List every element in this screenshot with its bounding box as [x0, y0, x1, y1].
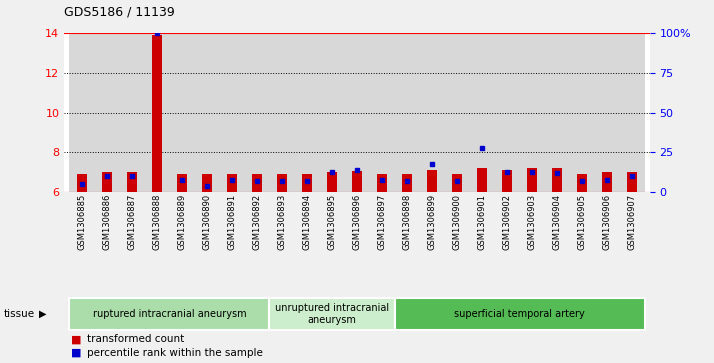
Text: ▶: ▶ — [39, 309, 47, 319]
Bar — [520, 33, 545, 192]
Bar — [502, 171, 512, 192]
Text: superficial temporal artery: superficial temporal artery — [454, 309, 585, 319]
Text: unruptured intracranial
aneurysm: unruptured intracranial aneurysm — [275, 303, 389, 325]
Bar — [627, 172, 637, 192]
Bar — [420, 33, 445, 192]
Bar — [452, 175, 462, 192]
Bar — [169, 33, 194, 192]
Bar — [202, 175, 212, 192]
Bar — [570, 33, 595, 192]
Text: ■: ■ — [71, 348, 82, 358]
Bar — [94, 33, 119, 192]
Bar — [144, 33, 169, 192]
Bar — [244, 33, 269, 192]
Bar — [377, 175, 387, 192]
Bar — [344, 33, 370, 192]
Bar — [302, 175, 312, 192]
Bar — [602, 172, 612, 192]
Text: tissue: tissue — [4, 309, 35, 319]
Bar — [477, 168, 487, 192]
Bar — [119, 33, 144, 192]
Bar — [577, 175, 587, 192]
Text: GDS5186 / 11139: GDS5186 / 11139 — [64, 5, 175, 18]
Bar — [552, 168, 562, 192]
Bar — [545, 33, 570, 192]
Bar — [269, 33, 294, 192]
Bar — [227, 175, 237, 192]
Text: transformed count: transformed count — [87, 334, 184, 344]
Bar — [319, 33, 344, 192]
Bar — [427, 171, 437, 192]
FancyBboxPatch shape — [69, 298, 269, 330]
Bar — [219, 33, 244, 192]
Bar — [294, 33, 319, 192]
Bar — [77, 175, 87, 192]
Bar — [470, 33, 495, 192]
Bar — [370, 33, 395, 192]
Bar — [595, 33, 620, 192]
Bar — [495, 33, 520, 192]
Bar — [277, 175, 287, 192]
FancyBboxPatch shape — [395, 298, 645, 330]
Bar — [152, 35, 162, 192]
Text: ruptured intracranial aneurysm: ruptured intracranial aneurysm — [93, 309, 246, 319]
Text: ■: ■ — [71, 334, 82, 344]
Bar — [127, 172, 137, 192]
Bar — [445, 33, 470, 192]
Text: percentile rank within the sample: percentile rank within the sample — [87, 348, 263, 358]
Bar — [395, 33, 420, 192]
Bar — [352, 171, 362, 192]
Bar — [620, 33, 645, 192]
Bar — [327, 172, 337, 192]
Bar — [527, 168, 537, 192]
Bar — [69, 33, 94, 192]
Bar — [194, 33, 219, 192]
FancyBboxPatch shape — [269, 298, 395, 330]
Bar — [102, 172, 112, 192]
Bar — [402, 175, 412, 192]
Bar — [177, 175, 187, 192]
Bar — [252, 175, 262, 192]
